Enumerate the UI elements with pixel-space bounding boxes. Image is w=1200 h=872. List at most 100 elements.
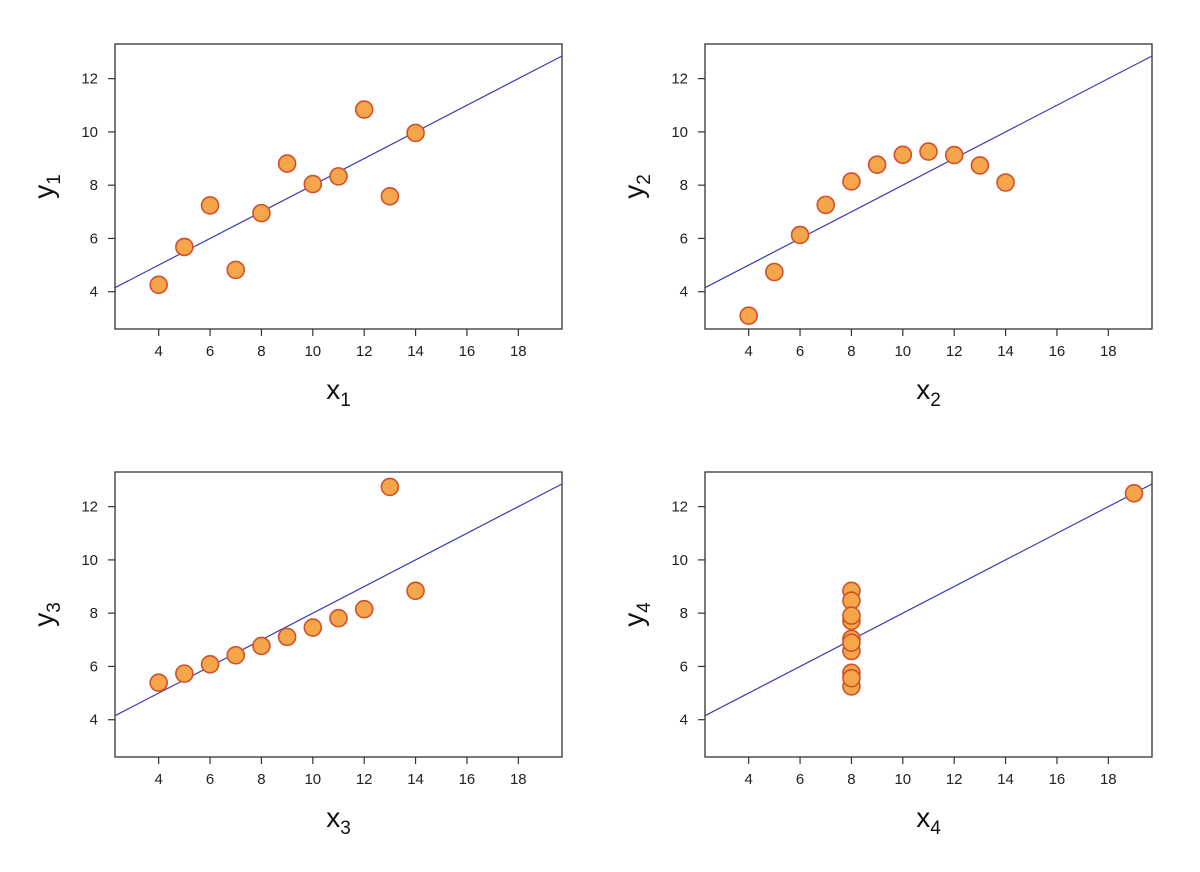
- x-tick-label-4: 18: [1100, 771, 1117, 788]
- data-point-2: [739, 306, 758, 325]
- data-point-2: [790, 225, 810, 245]
- regression-line-4: [705, 483, 1152, 717]
- x-tick-label-3: 18: [510, 771, 527, 788]
- x-tick-label-3: 10: [304, 771, 321, 788]
- y-tick-label-4: 10: [671, 552, 688, 569]
- data-point-1: [329, 167, 348, 186]
- x-tick-label-4: 6: [796, 771, 804, 788]
- x-tick-label-1: 12: [356, 343, 373, 360]
- data-point-4: [1124, 484, 1144, 503]
- x-tick-label-4: 12: [946, 771, 963, 788]
- y-tick-label-4: 12: [671, 499, 688, 516]
- y-tick-label-3: 8: [90, 605, 98, 622]
- data-point-3: [329, 608, 348, 628]
- data-point-4: [842, 668, 861, 688]
- y-tick-label-3: 12: [81, 499, 98, 516]
- x-tick-label-1: 8: [257, 343, 265, 360]
- data-point-2: [765, 262, 784, 282]
- x-tick-label-2: 8: [847, 343, 855, 360]
- plot-frame-3: [114, 471, 563, 758]
- data-point-2: [970, 156, 990, 175]
- plot-frame-2: [704, 43, 1153, 330]
- x-tick-label-2: 4: [745, 343, 753, 360]
- data-point-3: [252, 636, 271, 656]
- y-tick-label-4: 4: [680, 712, 688, 729]
- data-point-2: [919, 142, 938, 161]
- y-tick-label-1: 12: [81, 71, 98, 88]
- data-point-1: [175, 237, 194, 257]
- data-point-3: [303, 618, 323, 637]
- x-tick-label-1: 18: [510, 343, 527, 360]
- x-axis-label-4: x4: [916, 802, 941, 839]
- data-point-2: [867, 155, 887, 174]
- y-tick-label-3: 4: [90, 712, 98, 729]
- x-tick-label-1: 6: [206, 343, 214, 360]
- data-point-3: [406, 581, 425, 601]
- data-point-4: [842, 633, 861, 653]
- x-tick-label-2: 12: [946, 343, 963, 360]
- x-axis-label-1: x1: [326, 374, 351, 411]
- x-tick-label-1: 16: [459, 343, 476, 360]
- data-point-3: [380, 477, 400, 497]
- y-tick-label-2: 6: [680, 230, 688, 247]
- data-point-1: [303, 174, 323, 194]
- data-point-1: [380, 187, 400, 206]
- y-tick-label-4: 6: [680, 658, 688, 675]
- x-tick-label-3: 14: [407, 771, 424, 788]
- y-axis-label-4: y4: [618, 602, 655, 627]
- y-axis-label-3: y3: [28, 602, 65, 627]
- data-point-1: [226, 260, 246, 280]
- data-point-3: [149, 673, 168, 692]
- x-tick-label-1: 10: [304, 343, 321, 360]
- x-tick-label-3: 4: [155, 771, 163, 788]
- data-point-2: [996, 173, 1015, 192]
- data-point-1: [200, 196, 220, 215]
- y-tick-label-1: 4: [90, 284, 98, 301]
- y-tick-label-1: 8: [90, 177, 98, 194]
- x-tick-label-2: 16: [1049, 343, 1066, 360]
- data-point-1: [354, 100, 374, 119]
- y-tick-label-2: 8: [680, 177, 688, 194]
- x-tick-label-4: 10: [894, 771, 911, 788]
- data-point-1: [406, 123, 425, 143]
- data-point-1: [252, 203, 271, 223]
- data-point-3: [354, 599, 374, 619]
- y-tick-label-3: 10: [81, 552, 98, 569]
- x-tick-label-4: 8: [847, 771, 855, 788]
- x-axis-label-2: x2: [916, 374, 941, 411]
- x-tick-label-2: 6: [796, 343, 804, 360]
- y-tick-label-1: 10: [81, 124, 98, 141]
- data-point-1: [149, 275, 168, 295]
- x-tick-label-3: 8: [257, 771, 265, 788]
- data-point-3: [277, 627, 297, 647]
- data-point-2: [944, 145, 964, 165]
- x-tick-label-4: 4: [745, 771, 753, 788]
- plot-frame-1: [114, 43, 563, 330]
- x-tick-label-3: 12: [356, 771, 373, 788]
- x-tick-label-2: 14: [997, 343, 1014, 360]
- x-tick-label-1: 4: [155, 343, 163, 360]
- scatter-panel-4: 4 6 8 10 12 14 16 18 4 6 8 10 12 x4 y4: [618, 471, 1153, 839]
- x-axis-label-3: x3: [326, 802, 351, 839]
- y-tick-label-4: 8: [680, 605, 688, 622]
- data-point-3: [200, 655, 220, 674]
- data-point-2: [893, 145, 913, 165]
- x-tick-label-4: 14: [997, 771, 1014, 788]
- x-tick-label-3: 16: [459, 771, 476, 788]
- scatter-panel-1: 4 6 8 10 12 14 16 18 4 6 8 10 12 x1 y1: [28, 43, 563, 411]
- x-tick-label-3: 6: [206, 771, 214, 788]
- data-point-1: [277, 154, 297, 173]
- data-point-3: [175, 664, 194, 683]
- data-point-3: [226, 645, 246, 665]
- data-point-2: [816, 195, 836, 215]
- x-tick-label-2: 18: [1100, 343, 1117, 360]
- y-axis-label-1: y1: [28, 174, 65, 199]
- data-point-4: [842, 606, 861, 625]
- scatter-panel-3: 4 6 8 10 12 14 16 18 4 6 8 10 12 x3 y3: [28, 471, 563, 839]
- y-axis-label-2: y2: [618, 174, 655, 199]
- data-point-2: [842, 172, 861, 191]
- y-tick-label-2: 4: [680, 284, 688, 301]
- y-tick-label-2: 10: [671, 124, 688, 141]
- x-tick-label-2: 10: [894, 343, 911, 360]
